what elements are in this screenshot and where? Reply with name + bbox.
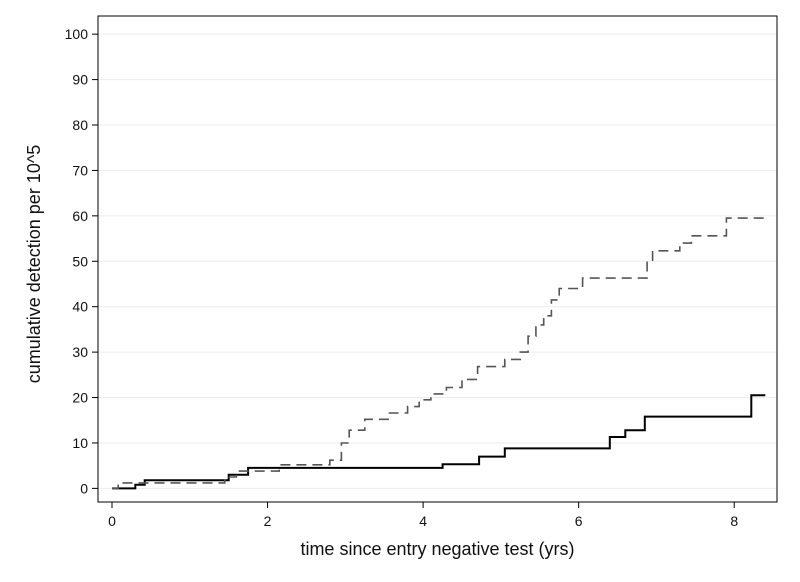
- y-tick-label-0: 0: [80, 480, 88, 496]
- series-line-solid: [112, 394, 766, 490]
- series-line-dashed: [112, 217, 766, 490]
- y-tick-label-90: 90: [72, 72, 88, 88]
- x-tick-label-2: 2: [264, 513, 272, 529]
- y-tick-label-50: 50: [72, 253, 88, 269]
- x-axis-title: time since entry negative test (yrs): [300, 539, 574, 559]
- x-tick-label-6: 6: [575, 513, 583, 529]
- x-tick-label-8: 8: [730, 513, 738, 529]
- x-tick-label-0: 0: [108, 513, 116, 529]
- y-tick-label-60: 60: [72, 208, 88, 224]
- y-tick-label-40: 40: [72, 299, 88, 315]
- y-axis-title: cumulative detection per 10^5: [24, 145, 44, 384]
- y-tick-label-100: 100: [65, 26, 89, 42]
- y-tick-label-30: 30: [72, 344, 88, 360]
- axes: 0 10 20 30 40 50 60 70 80 90 100 0 2 4 6 8: [65, 15, 778, 529]
- y-tick-label-80: 80: [72, 117, 88, 133]
- y-tick-label-20: 20: [72, 390, 88, 406]
- y-tick-label-70: 70: [72, 162, 88, 178]
- plot-frame: [97, 15, 778, 503]
- x-tick-label-4: 4: [419, 513, 427, 529]
- y-tick-label-10: 10: [72, 435, 88, 451]
- series-layer: [112, 217, 766, 490]
- gridlines: [98, 33, 777, 489]
